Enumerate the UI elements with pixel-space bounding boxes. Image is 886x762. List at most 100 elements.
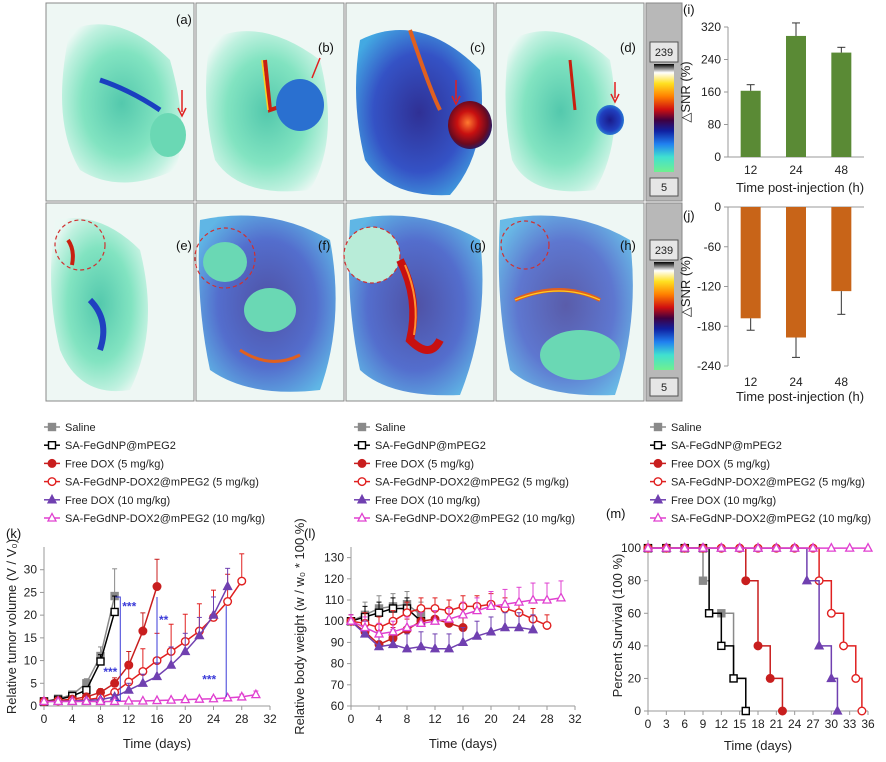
panel-label-a: (a) <box>176 12 192 27</box>
x-tick-label: 20 <box>484 712 498 726</box>
y-tick-label: 20 <box>628 671 642 685</box>
data-point <box>499 621 511 632</box>
sig-label: *** <box>202 672 216 686</box>
data-point <box>752 542 764 552</box>
data-point <box>851 673 861 683</box>
mri-panel-f: (f) <box>194 202 345 402</box>
y-tick-label: 80 <box>628 574 642 588</box>
y-axis-label: Percent Survival (100 %) <box>610 554 625 698</box>
data-point <box>250 688 261 699</box>
sig-bracket <box>115 596 121 702</box>
panel-label-c: (c) <box>470 40 485 55</box>
series-5 <box>642 542 874 552</box>
y-tick-label: 160 <box>701 85 721 99</box>
bar-12 <box>740 207 761 319</box>
x-tick-label: 30 <box>825 717 839 731</box>
data-point <box>152 582 162 592</box>
data-point <box>642 542 654 552</box>
data-point <box>387 638 399 649</box>
data-point <box>429 615 441 625</box>
panel-label: (j) <box>683 208 695 223</box>
colorbar-bottom-min: 5 <box>661 382 667 394</box>
data-point <box>151 694 163 705</box>
legend-marker <box>653 477 663 487</box>
panel-label: (i) <box>683 2 695 17</box>
mri-panel-g: (g) <box>343 202 495 402</box>
x-tick-label: 36 <box>861 717 875 731</box>
data-point <box>826 672 837 683</box>
series-5 <box>38 688 261 706</box>
series-4 <box>345 612 539 653</box>
bar-48 <box>831 52 852 157</box>
data-point <box>717 641 726 651</box>
data-point <box>457 608 469 619</box>
data-point <box>527 594 539 604</box>
y-tick-label: 40 <box>628 639 642 653</box>
bar-48 <box>831 207 852 292</box>
colorbar-top: 239 5 <box>645 2 683 202</box>
data-point <box>416 603 426 613</box>
legend-label: Saline <box>375 422 406 434</box>
legend-marker <box>356 493 368 504</box>
data-point <box>96 657 105 666</box>
x-tick-label: 16 <box>456 712 470 726</box>
data-point <box>807 542 819 552</box>
data-point <box>839 641 849 651</box>
data-point <box>95 695 106 706</box>
data-point <box>485 625 497 636</box>
data-point <box>857 706 867 716</box>
data-point <box>814 639 825 650</box>
data-point <box>704 609 714 618</box>
data-point <box>844 542 855 552</box>
data-point <box>237 576 247 586</box>
panel-label-e: (e) <box>176 238 192 253</box>
series-line <box>648 547 839 711</box>
legend-label: SA-FeGdNP-DOX2@mPEG2 (5 mg/kg) <box>671 477 865 489</box>
y-tick-label: 130 <box>324 551 344 565</box>
y-tick-label: 60 <box>628 606 642 620</box>
series-4 <box>642 542 843 715</box>
bar-12 <box>740 90 761 157</box>
x-tick-label: 24 <box>788 717 802 731</box>
data-point <box>415 617 427 627</box>
legend-marker <box>653 458 663 468</box>
series-2 <box>643 543 787 716</box>
series-line <box>648 547 784 711</box>
x-tick-label: 24 <box>789 163 803 177</box>
colorbar-bottom-max: 239 <box>655 245 673 257</box>
y-tick-label: -60 <box>704 240 722 254</box>
x-tick-label: 12 <box>744 163 758 177</box>
data-point <box>359 628 371 638</box>
y-tick-label: 120 <box>324 572 344 586</box>
x-tick-label: 4 <box>376 712 383 726</box>
data-point <box>67 695 78 706</box>
mri-panel-e: (e) <box>45 202 195 402</box>
colorbar-top-max: 239 <box>655 47 673 59</box>
series-5 <box>345 580 567 638</box>
legend-label: SA-FeGdNP@mPEG2 <box>375 440 486 452</box>
legend-marker <box>47 441 57 450</box>
x-tick-label: 24 <box>789 375 803 389</box>
data-point <box>801 574 812 585</box>
legend-label: SA-FeGdNP-DOX2@mPEG2 (10 mg/kg) <box>671 513 871 525</box>
data-point <box>734 542 745 552</box>
legend-marker <box>356 512 368 522</box>
data-point <box>137 695 148 705</box>
x-tick-label: 3 <box>663 717 670 731</box>
data-point <box>542 620 552 630</box>
x-tick-label: 21 <box>770 717 784 731</box>
x-tick-label: 32 <box>568 712 582 726</box>
data-point <box>110 607 119 617</box>
sig-label: *** <box>103 665 117 679</box>
data-point <box>166 694 177 704</box>
legend-label: SA-FeGdNP-DOX2@mPEG2 (5 mg/kg) <box>65 477 259 489</box>
data-point <box>81 695 92 706</box>
data-point <box>110 678 120 688</box>
x-tick-label: 12 <box>715 717 729 731</box>
legend-marker <box>46 493 58 504</box>
y-axis-label: Relative tumor volume (V / V₀) <box>4 539 19 714</box>
data-point <box>374 608 384 617</box>
data-point <box>373 640 385 651</box>
data-point <box>402 608 412 618</box>
chart-i-snr-bar: 0 80 160 240 320 12 24 48 Time post-injection (h… <box>678 2 864 195</box>
